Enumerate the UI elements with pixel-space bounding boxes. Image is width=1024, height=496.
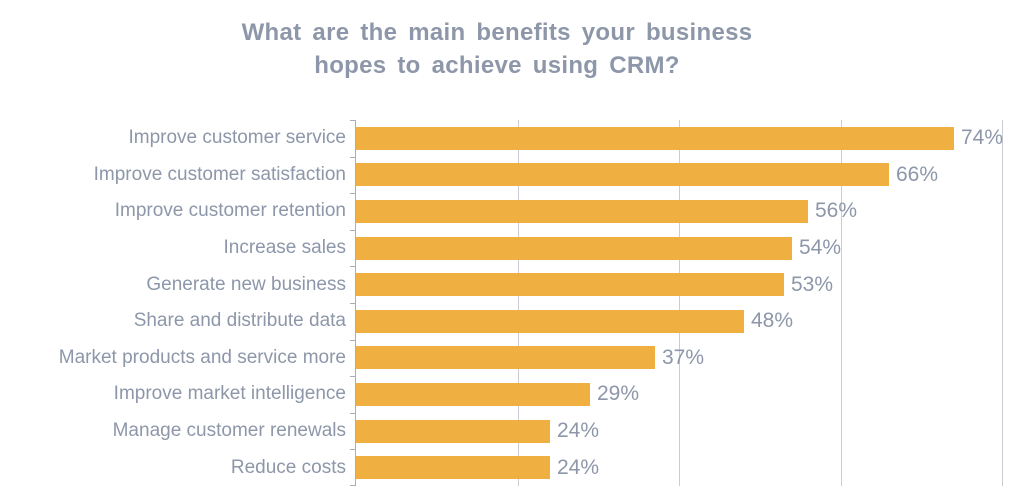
gridline-80 bbox=[1002, 120, 1003, 486]
bar bbox=[356, 236, 792, 260]
bar bbox=[356, 456, 550, 480]
gridline-60 bbox=[840, 120, 842, 486]
bar-track: 54% bbox=[356, 236, 1024, 260]
axis-tick bbox=[350, 193, 355, 194]
value-label: 29% bbox=[597, 382, 640, 406]
category-label: Improve customer retention bbox=[114, 200, 346, 222]
bar bbox=[356, 126, 954, 150]
bar bbox=[356, 382, 590, 406]
gridline-20 bbox=[517, 120, 519, 486]
axis-tick bbox=[350, 266, 355, 267]
axis-tick bbox=[350, 157, 355, 158]
category-label: Generate new business bbox=[146, 273, 346, 295]
value-label: 74% bbox=[961, 126, 1004, 150]
table-row: Improve market intelligence 29% bbox=[0, 376, 1024, 413]
axis-tick bbox=[350, 376, 355, 377]
table-row: Improve customer retention 56% bbox=[0, 193, 1024, 230]
value-label: 54% bbox=[799, 236, 842, 260]
chart-title-line-2: hopes to achieve using CRM? bbox=[314, 52, 680, 79]
bar-track: 48% bbox=[356, 309, 1024, 333]
chart-title-line-1: What are the main benefits your business bbox=[241, 19, 753, 46]
bar bbox=[356, 163, 889, 187]
axis-tick bbox=[350, 120, 355, 121]
category-label: Increase sales bbox=[223, 237, 346, 259]
value-label: 66% bbox=[896, 162, 939, 186]
table-row: Improve customer satisfaction 66% bbox=[0, 157, 1024, 194]
value-label: 56% bbox=[815, 199, 858, 223]
value-label: 24% bbox=[557, 419, 600, 443]
table-row: Generate new business 53% bbox=[0, 266, 1024, 303]
bar bbox=[356, 346, 655, 370]
axis-tick bbox=[350, 449, 355, 450]
plot-area bbox=[356, 120, 1003, 486]
table-row: Share and distribute data 48% bbox=[0, 303, 1024, 340]
axis-tick bbox=[350, 303, 355, 304]
bar bbox=[356, 419, 550, 443]
gridline-40 bbox=[679, 120, 680, 486]
category-label: Improve customer satisfaction bbox=[93, 163, 346, 185]
bar bbox=[356, 309, 744, 333]
category-label: Share and distribute data bbox=[133, 310, 346, 332]
value-label: 53% bbox=[791, 272, 834, 296]
bar-track: 29% bbox=[356, 382, 1024, 406]
axis-tick bbox=[350, 230, 355, 231]
bar-track: 24% bbox=[356, 455, 1024, 480]
table-row: Manage customer renewals 24% bbox=[0, 413, 1024, 450]
table-row: Improve customer service 74% bbox=[0, 120, 1024, 157]
bar-track: 24% bbox=[356, 419, 1024, 443]
category-label: Improve market intelligence bbox=[113, 383, 346, 405]
bar-track: 37% bbox=[356, 345, 1024, 370]
y-axis-line bbox=[350, 120, 356, 486]
value-label: 37% bbox=[662, 345, 705, 369]
axis-tick bbox=[350, 413, 355, 414]
category-label: Improve customer service bbox=[128, 127, 346, 149]
bar-track: 66% bbox=[356, 162, 1024, 187]
bar bbox=[356, 199, 808, 223]
bar-track: 53% bbox=[356, 272, 1024, 297]
category-label: Market products and service more bbox=[58, 346, 346, 368]
value-label: 48% bbox=[751, 309, 794, 333]
axis-tick bbox=[350, 340, 355, 341]
table-row: Increase sales 54% bbox=[0, 230, 1024, 267]
category-label: Reduce costs bbox=[230, 456, 346, 478]
value-label: 24% bbox=[557, 455, 600, 479]
category-label: Manage customer renewals bbox=[112, 420, 346, 442]
table-row: Market products and service more 37% bbox=[0, 340, 1024, 377]
bar-track: 56% bbox=[356, 199, 1024, 223]
rows: Improve customer service 74% Improve cus… bbox=[0, 120, 1024, 486]
table-row: Reduce costs 24% bbox=[0, 449, 1024, 486]
chart-title: What are the main benefits your business… bbox=[0, 16, 994, 82]
axis-tick bbox=[350, 485, 355, 486]
bar-track: 74% bbox=[356, 126, 1024, 150]
bar bbox=[356, 273, 784, 297]
